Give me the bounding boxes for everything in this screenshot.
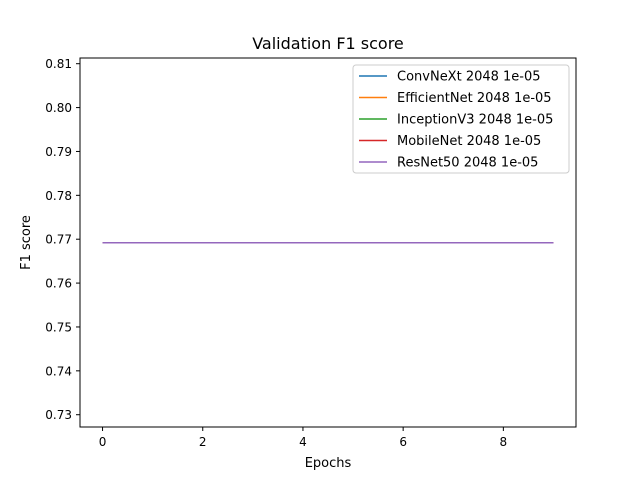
- y-tick-label: 0.76: [45, 277, 72, 291]
- plot-frame: [79, 57, 577, 428]
- x-tick-label: 8: [500, 435, 508, 449]
- y-axis-label: F1 score: [19, 215, 34, 270]
- y-tick-label: 0.81: [45, 57, 72, 71]
- legend-label: EfficientNet 2048 1e-05: [397, 91, 552, 106]
- legend: ConvNeXt 2048 1e-05 EfficientNet 2048 1e-…: [352, 64, 570, 174]
- legend-label: InceptionV3 2048 1e-05: [397, 113, 553, 128]
- x-axis-label: Epochs: [305, 456, 352, 471]
- y-tick-label: 0.73: [45, 408, 72, 422]
- y-tick-label: 0.77: [45, 233, 72, 247]
- y-tick-label: 0.75: [45, 320, 72, 334]
- x-tick-label: 6: [399, 435, 407, 449]
- y-tick-label: 0.74: [45, 364, 72, 378]
- x-axis-ticks: 0 2 4 6 8: [99, 427, 507, 449]
- legend-label: MobileNet 2048 1e-05: [397, 134, 541, 149]
- x-tick-label: 4: [299, 435, 307, 449]
- x-tick-label: 2: [199, 435, 207, 449]
- y-axis-ticks: 0.73 0.74 0.75 0.76 0.77 0.78 0.79 0.80 0.81: [45, 57, 80, 422]
- chart-title: Validation F1 score: [252, 34, 404, 53]
- y-tick-label: 0.80: [45, 101, 72, 115]
- legend-frame: [352, 64, 570, 174]
- y-tick-label: 0.79: [45, 145, 72, 159]
- legend-label: ResNet50 2048 1e-05: [397, 156, 538, 171]
- x-tick-label: 0: [99, 435, 107, 449]
- y-tick-label: 0.78: [45, 189, 72, 203]
- legend-label: ConvNeXt 2048 1e-05: [397, 70, 541, 85]
